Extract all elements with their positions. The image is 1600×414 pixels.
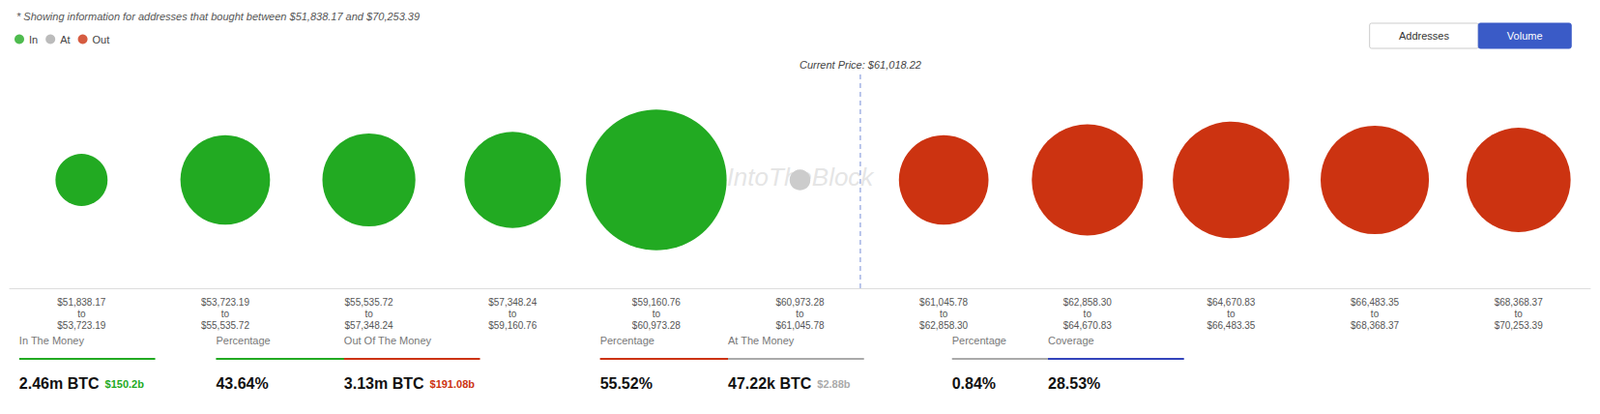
svg-text:Out: Out — [92, 33, 111, 46]
svg-text:$68,368.37: $68,368.37 — [1494, 296, 1543, 308]
svg-text:$59,160.76: $59,160.76 — [632, 296, 681, 308]
svg-text:to: to — [1370, 308, 1380, 320]
svg-text:$64,670.83: $64,670.83 — [1206, 296, 1255, 308]
svg-text:$64,670.83: $64,670.83 — [1063, 320, 1112, 331]
svg-text:$53,723.19: $53,723.19 — [57, 320, 106, 331]
svg-text:28.53%: 28.53% — [1047, 375, 1101, 392]
svg-text:$61,045.78: $61,045.78 — [775, 320, 824, 331]
svg-text:to: to — [77, 308, 87, 320]
svg-text:0.84%: 0.84% — [952, 375, 996, 392]
svg-text:Percentage: Percentage — [600, 334, 655, 347]
svg-text:Coverage: Coverage — [1047, 334, 1095, 347]
svg-text:$70,253.39: $70,253.39 — [1494, 320, 1543, 331]
svg-text:At: At — [59, 33, 70, 46]
svg-text:$57,348.24: $57,348.24 — [488, 296, 537, 308]
svg-text:Current Price: $61,018.22: Current Price: $61,018.22 — [799, 58, 922, 71]
svg-text:to: to — [1083, 308, 1093, 320]
svg-text:to: to — [939, 308, 949, 320]
svg-text:to: to — [364, 308, 374, 320]
svg-text:$150.2b: $150.2b — [105, 378, 146, 390]
svg-text:$53,723.19: $53,723.19 — [201, 296, 250, 308]
svg-text:Out Of The Money: Out Of The Money — [344, 334, 433, 347]
svg-text:$66,483.35: $66,483.35 — [1350, 296, 1399, 308]
svg-text:Percentage: Percentage — [215, 334, 270, 347]
svg-text:$68,368.37: $68,368.37 — [1350, 320, 1399, 331]
svg-text:to: to — [652, 308, 662, 320]
svg-text:$51,838.17: $51,838.17 — [57, 296, 106, 308]
svg-text:$61,045.78: $61,045.78 — [919, 296, 968, 308]
svg-text:$60,973.28: $60,973.28 — [775, 296, 824, 308]
svg-text:55.52%: 55.52% — [600, 375, 653, 392]
svg-text:* Showing information for addr: * Showing information for addresses that… — [16, 10, 420, 23]
svg-text:In The Money: In The Money — [19, 334, 86, 347]
svg-text:$59,160.76: $59,160.76 — [488, 320, 537, 331]
svg-text:$60,973.28: $60,973.28 — [632, 320, 681, 331]
svg-text:$57,348.24: $57,348.24 — [345, 320, 394, 331]
svg-text:to: to — [221, 308, 231, 320]
svg-text:Addresses: Addresses — [1398, 29, 1450, 42]
svg-text:$55,535.72: $55,535.72 — [345, 296, 394, 308]
svg-text:$2.88b: $2.88b — [816, 378, 851, 390]
svg-text:At The Money: At The Money — [727, 334, 795, 347]
svg-text:to: to — [1514, 308, 1524, 320]
svg-text:$66,483.35: $66,483.35 — [1206, 320, 1255, 331]
svg-text:43.64%: 43.64% — [215, 375, 268, 392]
svg-text:$62,858.30: $62,858.30 — [919, 320, 968, 331]
svg-text:Percentage: Percentage — [952, 334, 1007, 347]
svg-text:$55,535.72: $55,535.72 — [201, 320, 250, 331]
svg-text:3.13m BTC: 3.13m BTC — [344, 375, 425, 392]
svg-text:IntoTheBlock: IntoTheBlock — [727, 162, 876, 192]
svg-text:2.46m BTC: 2.46m BTC — [19, 375, 100, 392]
svg-text:to: to — [508, 308, 518, 320]
svg-text:In: In — [29, 33, 38, 46]
svg-text:$62,858.30: $62,858.30 — [1063, 296, 1112, 308]
svg-text:to: to — [1226, 308, 1236, 320]
svg-text:47.22k BTC: 47.22k BTC — [727, 375, 813, 392]
svg-text:Volume: Volume — [1507, 29, 1543, 42]
svg-text:to: to — [795, 308, 805, 320]
svg-text:$191.08b: $191.08b — [430, 378, 476, 390]
